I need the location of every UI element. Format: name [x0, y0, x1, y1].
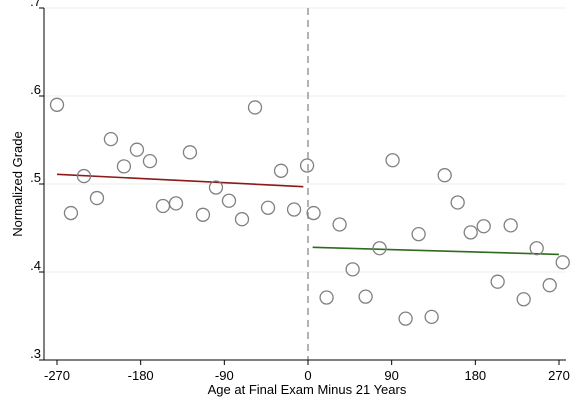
data-point	[89, 190, 105, 206]
data-point	[49, 97, 65, 112]
fit-line	[56, 173, 304, 188]
data-point	[286, 202, 302, 217]
data-point	[450, 195, 465, 210]
data-point	[273, 163, 289, 178]
x-tick-label: 90	[384, 368, 398, 383]
data-point	[476, 219, 491, 234]
data-point	[168, 196, 184, 211]
fit-line	[312, 246, 560, 256]
data-point	[358, 289, 373, 304]
data-point	[385, 153, 400, 168]
data-point	[221, 193, 237, 208]
data-point	[208, 180, 224, 195]
data-point	[542, 278, 557, 293]
data-point	[398, 311, 413, 326]
data-point	[555, 255, 570, 270]
data-point	[437, 168, 452, 183]
data-point	[490, 274, 505, 289]
data-point	[516, 292, 531, 307]
y-tick-label: .5	[30, 170, 41, 185]
data-point	[129, 142, 145, 157]
data-point	[503, 218, 518, 233]
data-point	[319, 290, 334, 305]
data-point	[247, 100, 263, 115]
data-point	[529, 241, 544, 256]
data-point	[195, 207, 211, 222]
data-point	[463, 225, 478, 240]
x-tick-label: 270	[548, 368, 570, 383]
data-point	[155, 198, 171, 214]
y-tick-label: .3	[30, 346, 41, 361]
data-point	[299, 158, 315, 173]
data-points	[49, 97, 570, 326]
x-tick-label: -270	[44, 368, 70, 383]
data-point	[260, 200, 276, 215]
x-tick-label: 0	[304, 368, 311, 383]
data-point	[76, 168, 92, 184]
x-tick-label: -180	[128, 368, 154, 383]
data-point	[306, 205, 321, 221]
y-tick-label: .7	[30, 0, 41, 9]
data-point	[63, 205, 79, 221]
data-point	[372, 241, 387, 256]
data-point	[424, 309, 439, 325]
data-point	[116, 159, 132, 174]
tick-labels: .3 .4 .5 .6 .7 -270 -180 -90 0 90 180 270	[30, 0, 570, 383]
fit-lines	[56, 173, 560, 256]
x-axis-title: Age at Final Exam Minus 21 Years	[208, 382, 407, 397]
data-point	[182, 145, 198, 160]
y-tick-label: .6	[30, 82, 41, 97]
x-tick-label: 180	[464, 368, 486, 383]
y-tick-label: .4	[30, 258, 41, 273]
data-point	[103, 131, 119, 147]
data-point	[345, 262, 360, 277]
y-axis-title: Normalized Grade	[10, 131, 25, 237]
axes	[39, 7, 566, 365]
data-point	[234, 212, 250, 227]
x-tick-label: -90	[215, 368, 234, 383]
data-point	[411, 227, 426, 242]
data-point	[142, 153, 158, 169]
data-point	[332, 217, 347, 232]
gridlines	[44, 7, 566, 273]
